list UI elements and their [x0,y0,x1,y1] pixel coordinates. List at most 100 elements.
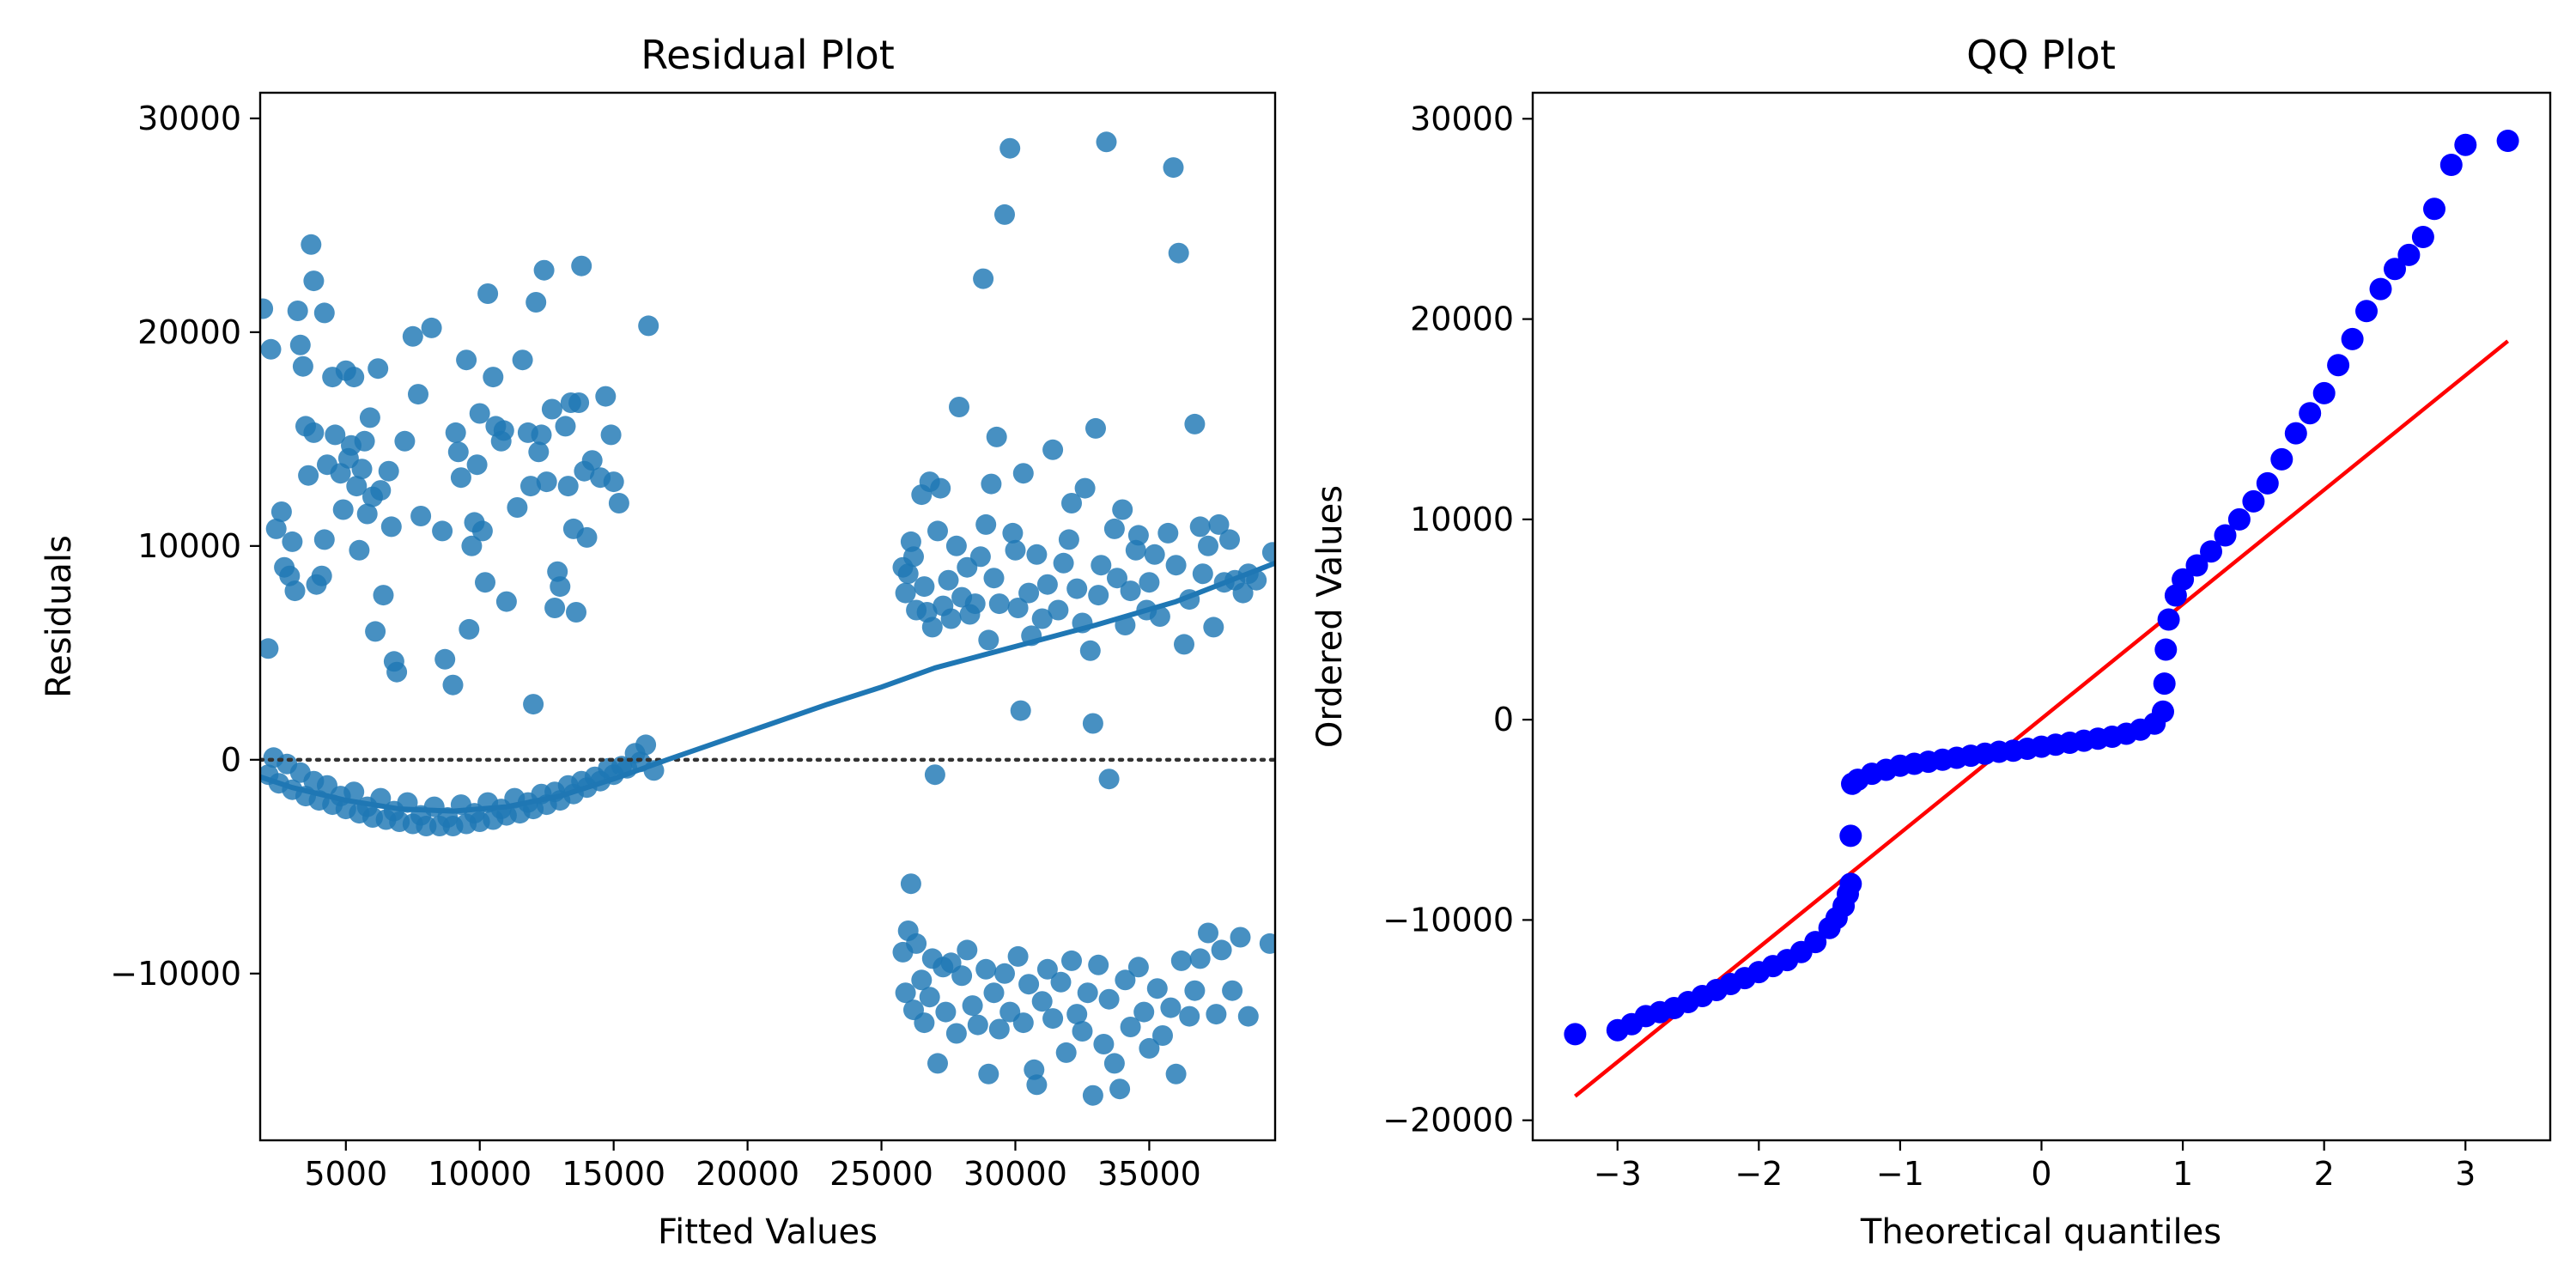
res-data-point [1112,499,1133,520]
res-data-point [900,873,921,895]
res-data-point [603,471,624,493]
res-data-point [528,441,550,463]
res-data-point [303,422,325,443]
res-data-point [638,315,659,337]
res-data-point [1163,157,1184,179]
qq-data-point [2369,277,2392,301]
res-data-point [260,298,274,319]
res-data-point [1091,555,1112,576]
res-data-point [940,608,962,629]
res-data-point [914,576,935,598]
res-x-tick-label: 35000 [1097,1155,1201,1193]
res-data-point [1139,1037,1160,1059]
res-data-point [1203,617,1224,638]
qq-data-point [2496,130,2519,152]
res-data-point [964,593,986,615]
res-x-tick-label: 5000 [304,1155,387,1193]
res-data-point [1053,552,1074,574]
qq-data-point [2242,489,2265,513]
res-data-point [1127,957,1149,978]
res-data-point [1088,954,1109,975]
res-data-point [1189,948,1211,969]
res-data-point [1012,1012,1034,1034]
qq-data-point [1564,1023,1587,1046]
res-data-point [1133,1001,1155,1023]
res-y-tick-label: −10000 [110,955,241,993]
res-data-point [550,576,571,598]
res-data-point [1230,927,1251,948]
res-data-point [1152,1025,1173,1046]
qq-data-point [2152,700,2174,723]
res-data-point [1012,463,1034,484]
res-data-point [1115,969,1136,991]
res-data-point [1261,542,1275,563]
res-data-point [1007,945,1029,967]
residual-panel: 5000 10000 15000 20000 25000 30000 35000 −1000… [39,32,1277,1252]
res-data-point [568,392,590,413]
res-data-point [571,255,592,276]
qq-x-tick-label: 1 [2172,1155,2193,1193]
qq-x-tick-label: −1 [1876,1155,1924,1193]
res-data-point [1211,939,1232,961]
res-data-point [1184,413,1206,434]
res-data-point [1036,574,1058,595]
res-data-point [895,982,916,1004]
res-data-point [325,424,346,446]
qq-data-point [2397,243,2421,266]
res-data-point [927,520,948,542]
res-data-point [373,585,394,606]
res-data-point [1074,477,1096,499]
res-data-point [1179,1005,1200,1027]
res-data-point [450,467,471,489]
res-data-point [311,565,332,586]
qq-reference-line [1573,339,2510,1098]
res-data-point [994,963,1015,984]
res-data-point [523,694,544,715]
res-data-point [1232,582,1254,604]
res-x-tick-label: 10000 [428,1155,532,1193]
res-data-point [493,420,514,441]
res-data-point [1061,950,1082,971]
residual-title: Residual Plot [641,32,895,78]
res-data-point [1050,971,1072,993]
res-y-tick-label: 0 [221,741,241,779]
res-data-point [903,546,924,568]
res-data-point [346,476,368,497]
res-data-point [1206,1004,1227,1025]
qq-y-tick-label: 30000 [1410,100,1514,137]
qq-points-layer [1564,130,2519,1046]
res-data-point [378,460,399,482]
res-data-point [1079,640,1101,661]
res-y-tick-label: 20000 [137,313,241,351]
qq-x-label: Theoretical quantiles [1860,1212,2221,1252]
res-data-point [442,674,464,696]
residual-axes-frame [258,91,1277,1142]
res-data-point [978,629,999,651]
res-data-point [935,1001,957,1023]
res-data-point [507,497,528,518]
qq-panel: −3 −2 −1 0 1 2 3 −20000−100000100002000030000 … [1310,32,2552,1252]
qq-data-point [2423,197,2445,221]
res-data-point [512,349,533,371]
qq-lines-layer [1573,339,2510,1098]
res-data-point [359,407,380,428]
res-data-point [533,259,555,281]
qq-data-point [2454,133,2477,156]
res-data-point [1085,417,1106,439]
res-y-tick-label: 30000 [137,100,241,137]
res-data-point [434,648,456,670]
res-data-point [1010,700,1031,721]
qq-data-point [2227,507,2251,531]
res-data-point [595,386,617,407]
res-data-point [949,397,969,417]
res-data-point [1082,1084,1103,1106]
res-data-point [270,501,292,522]
res-data-point [1165,1063,1187,1084]
residual-lowess-line [260,561,1275,814]
res-data-point [1072,1021,1093,1042]
res-data-point [967,1014,988,1036]
residual-points-layer [260,131,1275,1106]
qq-data-point [2284,422,2307,445]
res-data-point [1149,606,1170,627]
